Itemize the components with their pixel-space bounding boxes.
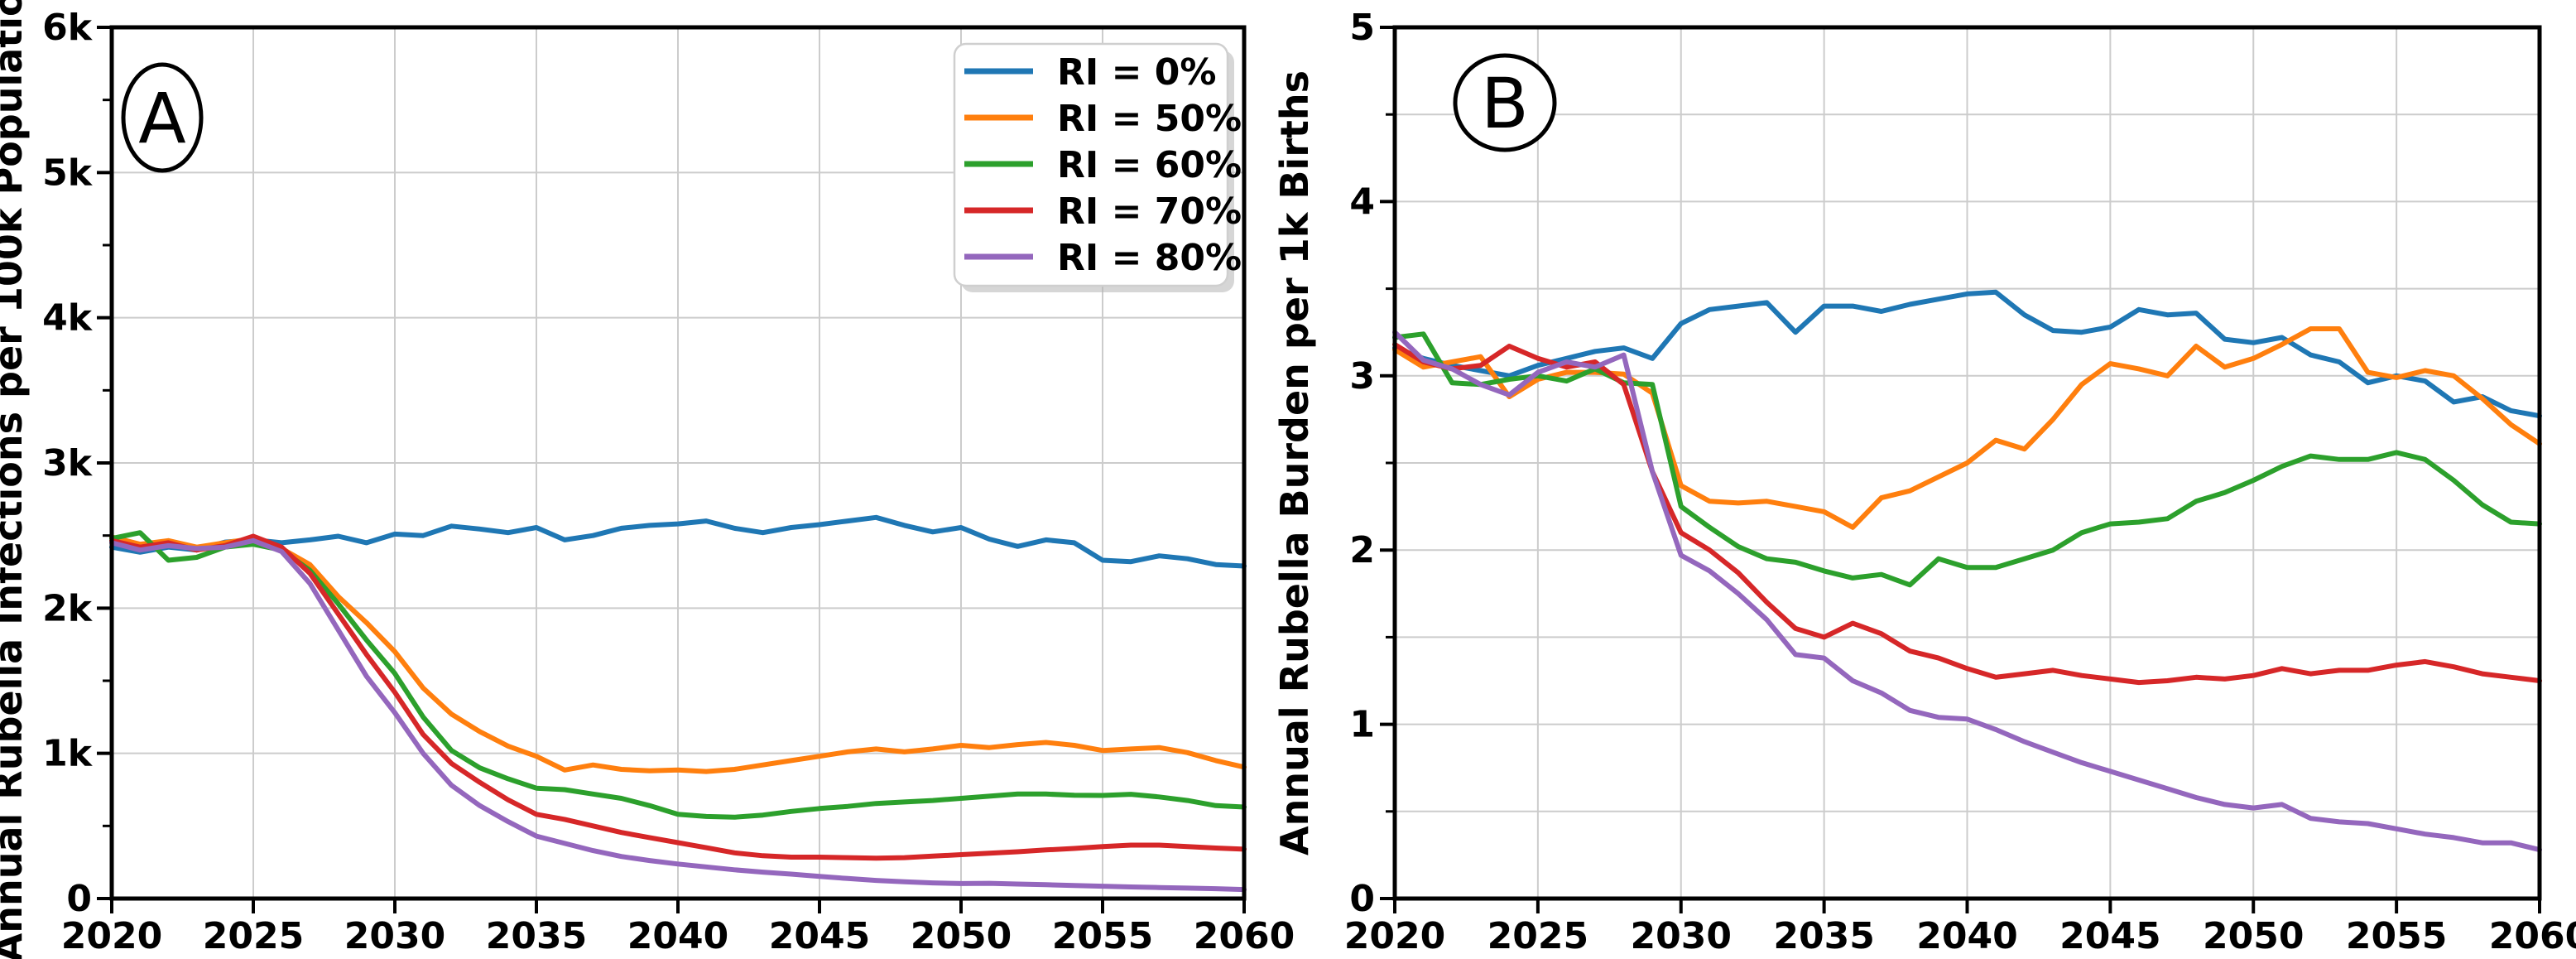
x-tick-label: 2055	[2346, 915, 2447, 957]
panel-badge-letter: B	[1481, 63, 1529, 144]
y-tick-label: 4k	[42, 297, 94, 340]
x-tick-label: 2060	[2489, 915, 2576, 957]
x-tick-label: 2055	[1052, 915, 1153, 957]
legend-label: RI = 70%	[1057, 190, 1242, 233]
y-tick-label: 1	[1349, 704, 1375, 746]
x-tick-label: 2020	[1344, 915, 1445, 957]
panel-badge-letter: A	[138, 78, 185, 159]
x-tick-label: 2020	[61, 915, 162, 957]
legend: RI = 0%RI = 50%RI = 60%RI = 70%RI = 80%	[953, 42, 1242, 292]
x-axis: 2020 2025 2030 2035 2040 2045 2050 2055 2060	[1344, 899, 2576, 957]
y-tick-label: 3k	[42, 442, 94, 484]
legend-item: RI = 60%	[964, 144, 1242, 186]
series-lines	[109, 514, 1247, 893]
y-tick-label: 1k	[42, 733, 94, 775]
y-axis-title: Annual Rubella Infections per 100k Popul…	[0, 0, 31, 959]
series-line-50pct	[109, 534, 1247, 774]
x-tick-label: 2045	[769, 915, 870, 957]
x-tick-label: 2040	[627, 915, 728, 957]
series-line-0pct	[109, 514, 1247, 569]
x-tick-label: 2045	[2059, 915, 2160, 957]
panel-b: 2020 2025 2030 2035 2040 2045 2050 2055 2060 0 1 2 3…	[1272, 7, 2576, 957]
x-tick-label: 2030	[344, 915, 445, 957]
legend-item: RI = 70%	[964, 190, 1242, 233]
x-tick-label: 2035	[1773, 915, 1874, 957]
y-tick-label: 4	[1349, 181, 1375, 223]
panel-a: 2020 2025 2030 2035 2040 2045 2050 2055 2060 0 1k 2…	[0, 0, 1295, 959]
y-tick-label: 5k	[42, 152, 94, 194]
legend-label: RI = 0%	[1057, 51, 1216, 94]
x-tick-label: 2025	[1487, 915, 1588, 957]
y-tick-label: 6k	[42, 7, 94, 49]
y-tick-label: 2k	[42, 587, 94, 629]
legend-label: RI = 50%	[1057, 98, 1242, 140]
y-axis: 0 1 2 3 4 5	[1349, 7, 1395, 920]
legend-box	[953, 42, 1229, 287]
x-tick-label: 2050	[911, 915, 1012, 957]
x-tick-label: 2050	[2203, 915, 2304, 957]
series-line-80pct	[109, 537, 1247, 893]
series-line-60pct	[1392, 331, 2542, 588]
y-axis: 0 1k 2k 3k 4k 5k 6k	[42, 7, 112, 920]
y-axis-title: Annual Rubella Burden per 1k Births	[1272, 70, 1317, 855]
x-tick-label: 2040	[1916, 915, 2017, 957]
y-tick-label: 0	[66, 878, 92, 920]
x-tick-label: 2030	[1631, 915, 1732, 957]
y-tick-label: 2	[1349, 529, 1375, 571]
series-line-80pct	[1392, 330, 2542, 853]
legend-label: RI = 80%	[1057, 237, 1242, 279]
series-line-70pct	[109, 533, 1247, 861]
y-tick-label: 0	[1349, 878, 1375, 920]
y-tick-label: 5	[1349, 7, 1375, 49]
x-tick-label: 2035	[486, 915, 587, 957]
legend-item: RI = 80%	[964, 237, 1242, 279]
panel-badge: A	[121, 62, 204, 173]
panel-badge-circle	[1453, 53, 1557, 152]
legend-item: RI = 50%	[964, 98, 1242, 140]
legend-item: RI = 0%	[964, 51, 1216, 94]
gridlines	[112, 27, 1244, 899]
x-axis: 2020 2025 2030 2035 2040 2045 2050 2055 2060	[61, 899, 1295, 957]
series-lines	[1392, 289, 2542, 853]
legend-label: RI = 60%	[1057, 144, 1242, 186]
series-line-0pct	[1392, 289, 2542, 419]
panel-badge-circle	[121, 62, 204, 173]
x-tick-label: 2060	[1194, 915, 1295, 957]
x-tick-label: 2025	[203, 915, 304, 957]
gridlines	[1395, 27, 2540, 899]
y-tick-label: 3	[1349, 355, 1375, 398]
panel-badge: B	[1453, 53, 1557, 152]
